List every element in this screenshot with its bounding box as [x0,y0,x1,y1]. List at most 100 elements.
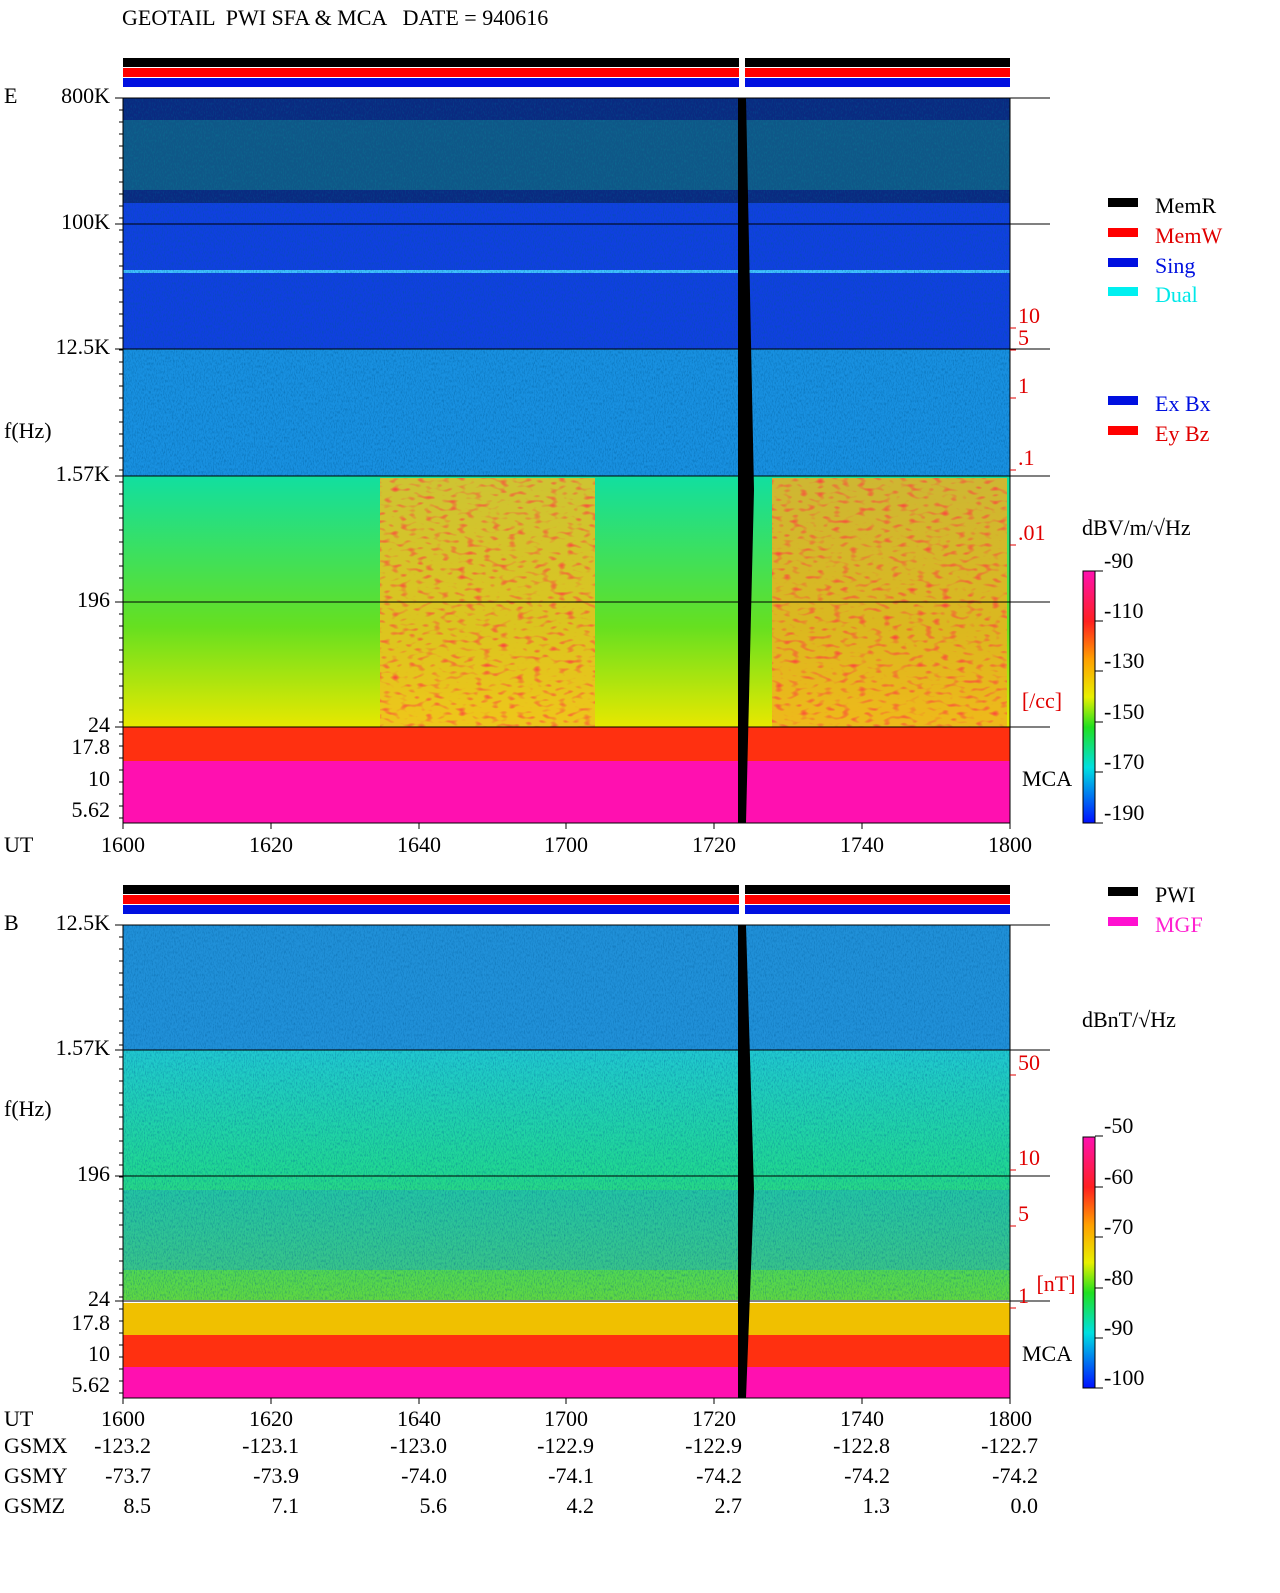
orbit-value: -123.1 [242,1433,299,1458]
freq-label: 12.5K [56,910,111,935]
colorbar [1082,1136,1096,1389]
colorbar-label: -150 [1104,699,1144,724]
colorbar-label: -130 [1104,648,1144,673]
freq-label: 196 [77,1161,110,1186]
legend-label: Sing [1155,253,1195,278]
colorbar-unit: dBV/m/√Hz [1082,515,1191,540]
orbit-value: -74.2 [844,1463,890,1488]
freq-label: 24 [88,712,110,737]
orbit-value: -122.9 [685,1433,742,1458]
density-label: 1 [1018,373,1029,398]
mca-label: MCA [1022,1341,1072,1366]
orbit-value: 8.5 [124,1493,152,1518]
panel-label: E [4,83,17,108]
orbit-value: 5.6 [420,1493,448,1518]
density-label: 1 [1018,1283,1029,1308]
orbit-value: 0.0 [1011,1493,1039,1518]
orbit-label: GSMY [4,1463,68,1488]
y-axis-title: f(Hz) [4,1096,52,1121]
freq-label: 12.5K [56,334,111,359]
legend-label: PWI [1155,882,1195,907]
orbit-label: GSMX [4,1433,68,1458]
colorbar-label: -60 [1104,1164,1133,1189]
density-label: .01 [1018,520,1046,545]
orbit-value: -122.7 [981,1433,1038,1458]
time-tick-label: 1600 [101,832,145,857]
colorbar-label: -170 [1104,749,1144,774]
orbit-value: -74.0 [401,1463,447,1488]
time-tick-label: 1640 [397,832,441,857]
density-label: 5 [1018,1201,1029,1226]
panel-label: B [4,910,19,935]
orbit-value: -122.9 [537,1433,594,1458]
legend-swatch [1108,887,1138,896]
legend-label: MemR [1155,193,1216,218]
orbit-value: -74.2 [696,1463,742,1488]
density-label: .1 [1018,445,1035,470]
time-tick-label: 1800 [988,832,1032,857]
legend-swatch [1108,228,1138,237]
colorbar-label: -90 [1104,548,1133,573]
legend-swatch [1108,917,1138,926]
density-unit: [nT] [1036,1271,1075,1296]
orbit-value: 7.1 [272,1493,300,1518]
colorbar-label: -90 [1104,1315,1133,1340]
colorbar-label: -70 [1104,1214,1133,1239]
orbit-value: -123.2 [94,1433,151,1458]
freq-label: 196 [77,587,110,612]
time-tick-label: 1620 [249,832,293,857]
freq-label: 10 [88,1341,110,1366]
colorbar-label: -110 [1104,598,1144,623]
time-tick-label: 1720 [692,1406,736,1431]
legend-label: Ey Bz [1155,421,1210,446]
legend-swatch [1108,198,1138,207]
colorbar-label: -100 [1104,1365,1144,1390]
status-bar [123,895,1010,904]
status-bar [123,905,1010,914]
freq-label: 1.57K [56,461,111,486]
time-tick-label: 1740 [840,832,884,857]
colorbar-unit: dBnT/√Hz [1082,1007,1176,1032]
status-bar [123,885,1010,894]
time-tick-label: 1800 [988,1406,1032,1431]
time-tick-label: 1620 [249,1406,293,1431]
orbit-value: 1.3 [863,1493,891,1518]
orbit-value: 2.7 [715,1493,743,1518]
spectrogram-e [123,98,1010,823]
time-axis-label: UT [4,832,34,857]
legend-label: Ex Bx [1155,391,1211,416]
orbit-value: -73.9 [253,1463,299,1488]
orbit-value: -74.1 [548,1463,594,1488]
freq-label: 24 [88,1286,110,1311]
freq-label: 800K [61,83,110,108]
colorbar-label: -80 [1104,1265,1133,1290]
density-label: 10 [1018,1145,1040,1170]
time-tick-label: 1720 [692,832,736,857]
time-tick-label: 1700 [544,1406,588,1431]
legend-swatch [1108,258,1138,267]
time-tick-label: 1600 [101,1406,145,1431]
colorbar-label: -50 [1104,1113,1133,1138]
colorbar-label: -190 [1104,800,1144,825]
orbit-value: -123.0 [390,1433,447,1458]
colorbar [1082,570,1096,824]
legend-swatch [1108,396,1138,405]
orbit-value: -73.7 [105,1463,151,1488]
density-label: 10 [1018,303,1040,328]
status-bar [123,78,1010,87]
freq-label: 1.57K [56,1035,111,1060]
orbit-label: GSMZ [4,1493,65,1518]
orbit-value: -74.2 [992,1463,1038,1488]
density-label: 50 [1018,1050,1040,1075]
legend-label: Dual [1155,282,1198,307]
status-bar [123,68,1010,77]
legend-swatch [1108,287,1138,296]
freq-label: 17.8 [72,1310,111,1335]
title: GEOTAIL PWI SFA & MCA DATE = 940616 [122,5,548,30]
time-axis-label: UT [4,1406,34,1431]
legend-label: MemW [1155,223,1222,248]
density-unit: [/cc] [1022,688,1062,713]
status-gap [739,58,745,88]
mca-label: MCA [1022,766,1072,791]
